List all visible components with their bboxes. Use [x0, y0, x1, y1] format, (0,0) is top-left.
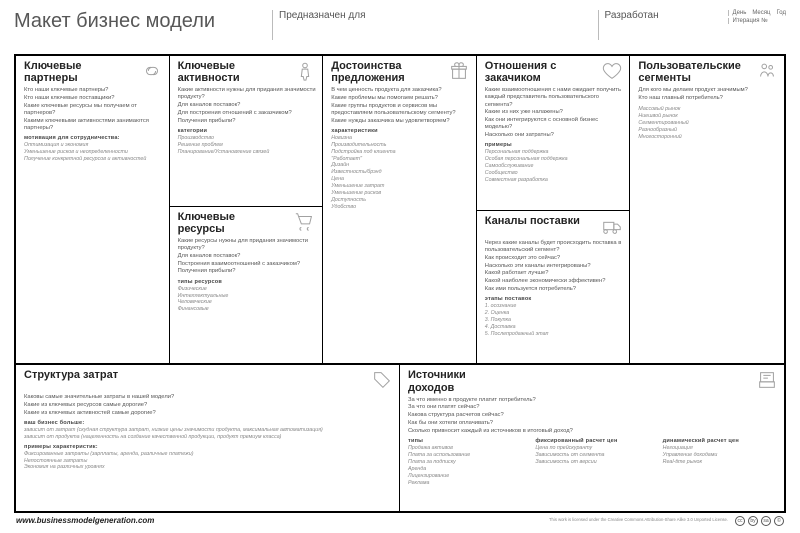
register-icon: [756, 369, 778, 391]
cell-partners: Ключевые партнеры Кто наши ключевые парт…: [16, 56, 169, 363]
costs-sub1-label: ваш бизнес больше:: [24, 420, 393, 426]
header-meta: День Месяц Год Итерация №: [728, 10, 787, 24]
cart-icon: [294, 211, 316, 233]
cc-badge-3: ©: [774, 516, 784, 526]
costs-questions: Каковы самые значительные затраты в наше…: [24, 394, 393, 417]
col-partners: Ключевые партнеры Кто наши ключевые парт…: [16, 56, 170, 363]
rev-col0-label: типы: [408, 438, 523, 444]
bottom-row: Структура затрат Каковы самые значительн…: [16, 365, 784, 511]
partners-title: Ключевые партнеры: [24, 60, 124, 84]
resources-sub-items: ФизическиеИнтеллектуальныеЧеловеческиеФи…: [178, 286, 317, 313]
top-row: Ключевые партнеры Кто наши ключевые парт…: [16, 56, 784, 365]
cc-badge-1: by: [748, 516, 758, 526]
revenue-questions: За что именно в продукте платит потребит…: [408, 397, 778, 435]
heart-icon: [601, 60, 623, 82]
resources-questions: Какие ресурсы нужны для придания значимо…: [178, 238, 317, 276]
col-segments: Пользовательские сегменты Для кого мы де…: [630, 56, 784, 363]
cell-costs: Структура затрат Каковы самые значительн…: [16, 365, 399, 511]
relationships-questions: Какие взаимоотношения с нами ожидает пол…: [485, 87, 624, 139]
relationships-title: Отношения с закачиком: [485, 60, 585, 84]
person-icon: [294, 60, 316, 82]
channels-title: Каналы поставки: [485, 215, 580, 227]
costs-sub2-items: Фиксированные затраты (зарплаты, аренда,…: [24, 451, 393, 471]
segments-questions: Для кого мы делаем продукт значимым?Кто …: [638, 87, 778, 102]
partners-sub-items: Оптимизация и экономияУменьшение рисков …: [24, 142, 163, 162]
canvas-frame: Ключевые партнеры Кто наши ключевые парт…: [14, 54, 786, 513]
activities-sub-items: ПроизводствоРешение проблемПланирование/…: [178, 135, 317, 155]
cell-activities: Ключевые активности Какие активности нуж…: [170, 56, 323, 207]
year-label: Год: [776, 10, 786, 16]
partners-questions: Кто наши ключевые партнеры?Кто наши ключ…: [24, 87, 163, 132]
partners-sub-label: мотивация для сотрудничества:: [24, 135, 163, 141]
channels-questions: Через какие каналы будет происходить пос…: [485, 240, 624, 293]
cell-revenue: Источники доходов За что именно в продук…: [400, 365, 784, 511]
footer-url: www.businessmodelgeneration.com: [16, 516, 154, 525]
revenue-columns: типы Продажа активовПлата за использован…: [408, 435, 778, 486]
cell-relationships: Отношения с закачиком Какие взаимоотноше…: [477, 56, 630, 211]
people-icon: [756, 60, 778, 82]
relationships-sub-items: Персональная поддержкаОсобая персональна…: [485, 149, 624, 183]
activities-title: Ключевые активности: [178, 60, 278, 84]
col-costs: Структура затрат Каковы самые значительн…: [16, 365, 400, 511]
footer: www.businessmodelgeneration.com This wor…: [14, 513, 786, 527]
col-relationships-channels: Отношения с закачиком Какие взаимоотноше…: [477, 56, 631, 363]
segments-title: Пользовательские сегменты: [638, 60, 738, 84]
resources-sub-label: типы ресурсов: [178, 279, 317, 285]
header: Макет бизнес модели Предназначен для Раз…: [14, 10, 786, 54]
rev-col2-items: НегоциацияУправление доходамиReal-time р…: [663, 445, 778, 465]
truck-icon: [601, 215, 623, 237]
channels-sub-items: 1. осознание2. Оценка3. Покупка4. Достав…: [485, 303, 624, 337]
designed-for-field: Предназначен для: [272, 10, 588, 40]
license-text: This work is licensed under the Creative…: [549, 518, 728, 523]
revenue-title: Источники доходов: [408, 369, 508, 393]
rev-col1-items: Цена по прейскурантуЗависимость от сегме…: [535, 445, 650, 465]
value-sub-label: характеристики: [331, 128, 470, 134]
value-questions: В чем ценность продукта для заказчика?Ка…: [331, 87, 470, 125]
segments-sub-items: Массовый рынокНиешвой рынокСегментирован…: [638, 106, 778, 140]
iteration-label: Итерация №: [728, 18, 787, 24]
business-model-canvas: Макет бизнес модели Предназначен для Раз…: [0, 0, 800, 533]
cell-value: Достоинства предложения В чем ценность п…: [323, 56, 476, 363]
tags-icon: [371, 369, 393, 391]
value-title: Достоинства предложения: [331, 60, 431, 84]
day-label: День: [733, 10, 747, 16]
col-activities-resources: Ключевые активности Какие активности нуж…: [170, 56, 324, 363]
rev-col0-items: Продажа активовПлата за использованиеПла…: [408, 445, 523, 486]
designed-by-field: Разработан: [598, 10, 718, 40]
rev-col1-label: фиксированный расчет цен: [535, 438, 650, 444]
col-revenue: Источники доходов За что именно в продук…: [400, 365, 784, 511]
cc-badge-2: sa: [761, 516, 771, 526]
costs-sub2-label: примеры характеристик:: [24, 444, 393, 450]
value-sub-items: НовизнаПроизводительностьПодстройка под …: [331, 135, 470, 211]
cc-badge-0: cc: [735, 516, 745, 526]
rev-col2-label: динамический расчет цен: [663, 438, 778, 444]
cell-segments: Пользовательские сегменты Для кого мы де…: [630, 56, 784, 363]
month-label: Месяц: [752, 10, 770, 16]
costs-sub1-items: зависит от затрат (скудная структура зат…: [24, 427, 393, 441]
relationships-sub-label: примеры: [485, 142, 624, 148]
cell-resources: Ключевые ресурсы Какие ресурсы нужны для…: [170, 207, 323, 364]
link-icon: [141, 60, 163, 82]
resources-title: Ключевые ресурсы: [178, 211, 278, 235]
cell-channels: Каналы поставки Через какие каналы будет…: [477, 211, 630, 364]
channels-sub-label: этапы поставок: [485, 296, 624, 302]
footer-license: This work is licensed under the Creative…: [549, 516, 784, 526]
canvas-title: Макет бизнес модели: [14, 10, 262, 33]
activities-questions: Какие активности нужны для придания знач…: [178, 87, 317, 125]
col-value: Достоинства предложения В чем ценность п…: [323, 56, 477, 363]
gift-icon: [448, 60, 470, 82]
costs-title: Структура затрат: [24, 369, 118, 381]
activities-sub-label: категории: [178, 128, 317, 134]
